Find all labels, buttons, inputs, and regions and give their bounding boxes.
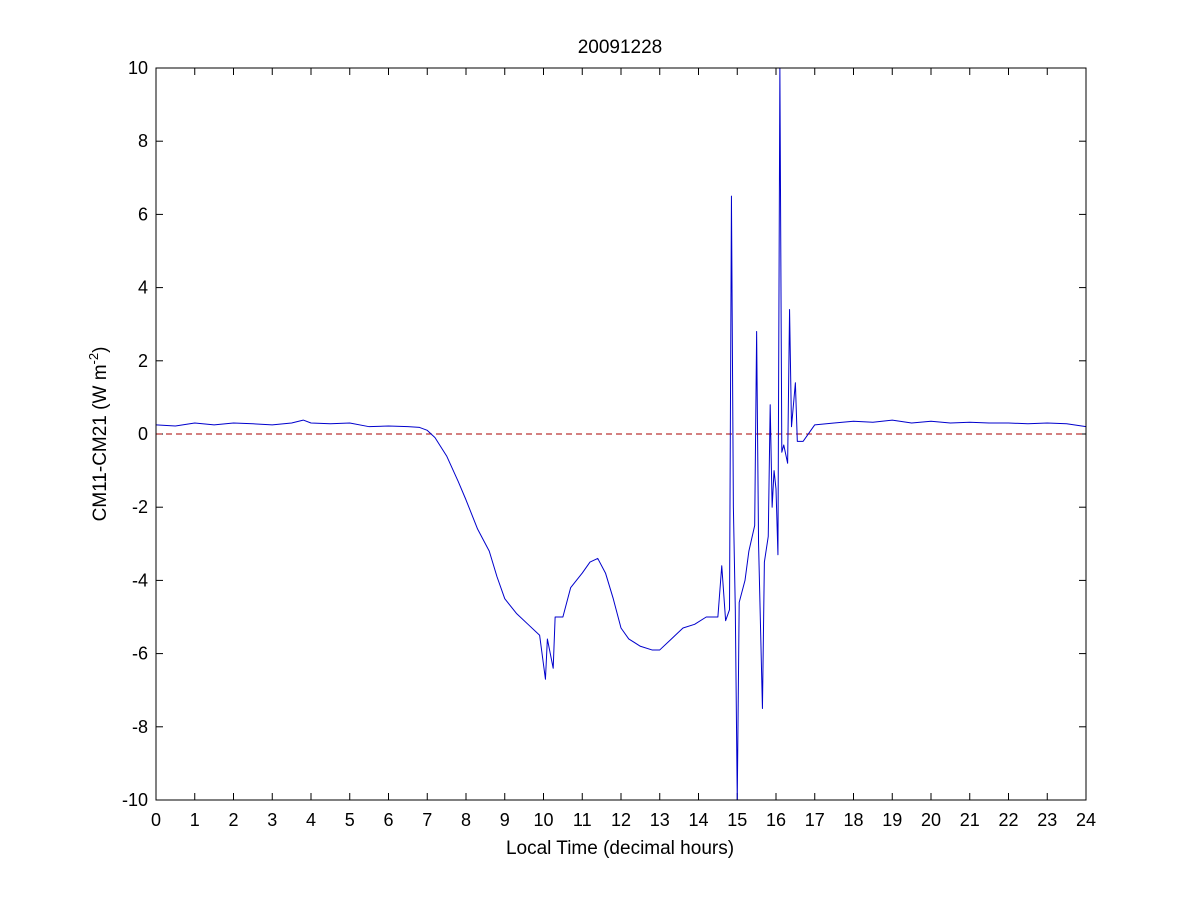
x-tick-label: 10: [533, 810, 553, 830]
y-tick-label: 6: [138, 204, 148, 224]
x-tick-label: 8: [461, 810, 471, 830]
y-tick-label: 8: [138, 131, 148, 151]
y-tick-label: -2: [132, 497, 148, 517]
tick-labels: 0 1 2 3 4 5 6 7 8 9 10 11 12 13 14 15 16 17 18 19 20 21 22 23 24…: [122, 58, 1096, 830]
x-tick-label: 0: [151, 810, 161, 830]
x-tick-label: 23: [1037, 810, 1057, 830]
axis-ticks: [155, 67, 1087, 801]
x-tick-label: 17: [805, 810, 825, 830]
series-group: [155, 67, 1087, 801]
y-tick-label: 10: [128, 58, 148, 78]
x-tick-label: 14: [688, 810, 708, 830]
x-tick-label: 18: [843, 810, 863, 830]
x-tick-label: 11: [573, 810, 592, 830]
y-tick-label: 0: [138, 424, 148, 444]
x-tick-label: 16: [766, 810, 786, 830]
y-tick-label: 2: [138, 351, 148, 371]
x-tick-label: 4: [306, 810, 316, 830]
x-tick-label: 20: [921, 810, 941, 830]
y-tick-label: -8: [132, 717, 148, 737]
series-line: [155, 67, 1087, 801]
x-tick-label: 5: [345, 810, 355, 830]
y-tick-label: 4: [138, 278, 148, 298]
x-tick-label: 7: [422, 810, 432, 830]
x-tick-label: 9: [500, 810, 510, 830]
chart-title: 20091228: [578, 37, 663, 58]
x-tick-label: 13: [650, 810, 670, 830]
x-tick-label: 19: [882, 810, 902, 830]
x-tick-label: 12: [611, 810, 631, 830]
x-tick-label: 15: [727, 810, 747, 830]
x-axis-label: Local Time (decimal hours): [506, 838, 734, 859]
x-tick-label: 24: [1076, 810, 1096, 830]
y-tick-label: -4: [132, 570, 148, 590]
y-tick-label: -10: [122, 790, 148, 810]
y-axis-label-superscript: -2: [86, 353, 101, 365]
y-axis-label: CM11-CM21 (W m-2): [86, 347, 111, 522]
y-axis-label-close: ): [90, 347, 111, 353]
x-tick-label: 22: [998, 810, 1018, 830]
y-tick-label: -6: [132, 644, 148, 664]
x-tick-label: 3: [267, 810, 277, 830]
plot-frame: [155, 67, 1087, 801]
x-tick-label: 6: [383, 810, 393, 830]
x-tick-label: 21: [960, 810, 980, 830]
y-axis-label-main: CM11-CM21 (W m: [90, 364, 111, 521]
x-tick-label: 2: [228, 810, 238, 830]
x-tick-label: 1: [190, 810, 200, 830]
